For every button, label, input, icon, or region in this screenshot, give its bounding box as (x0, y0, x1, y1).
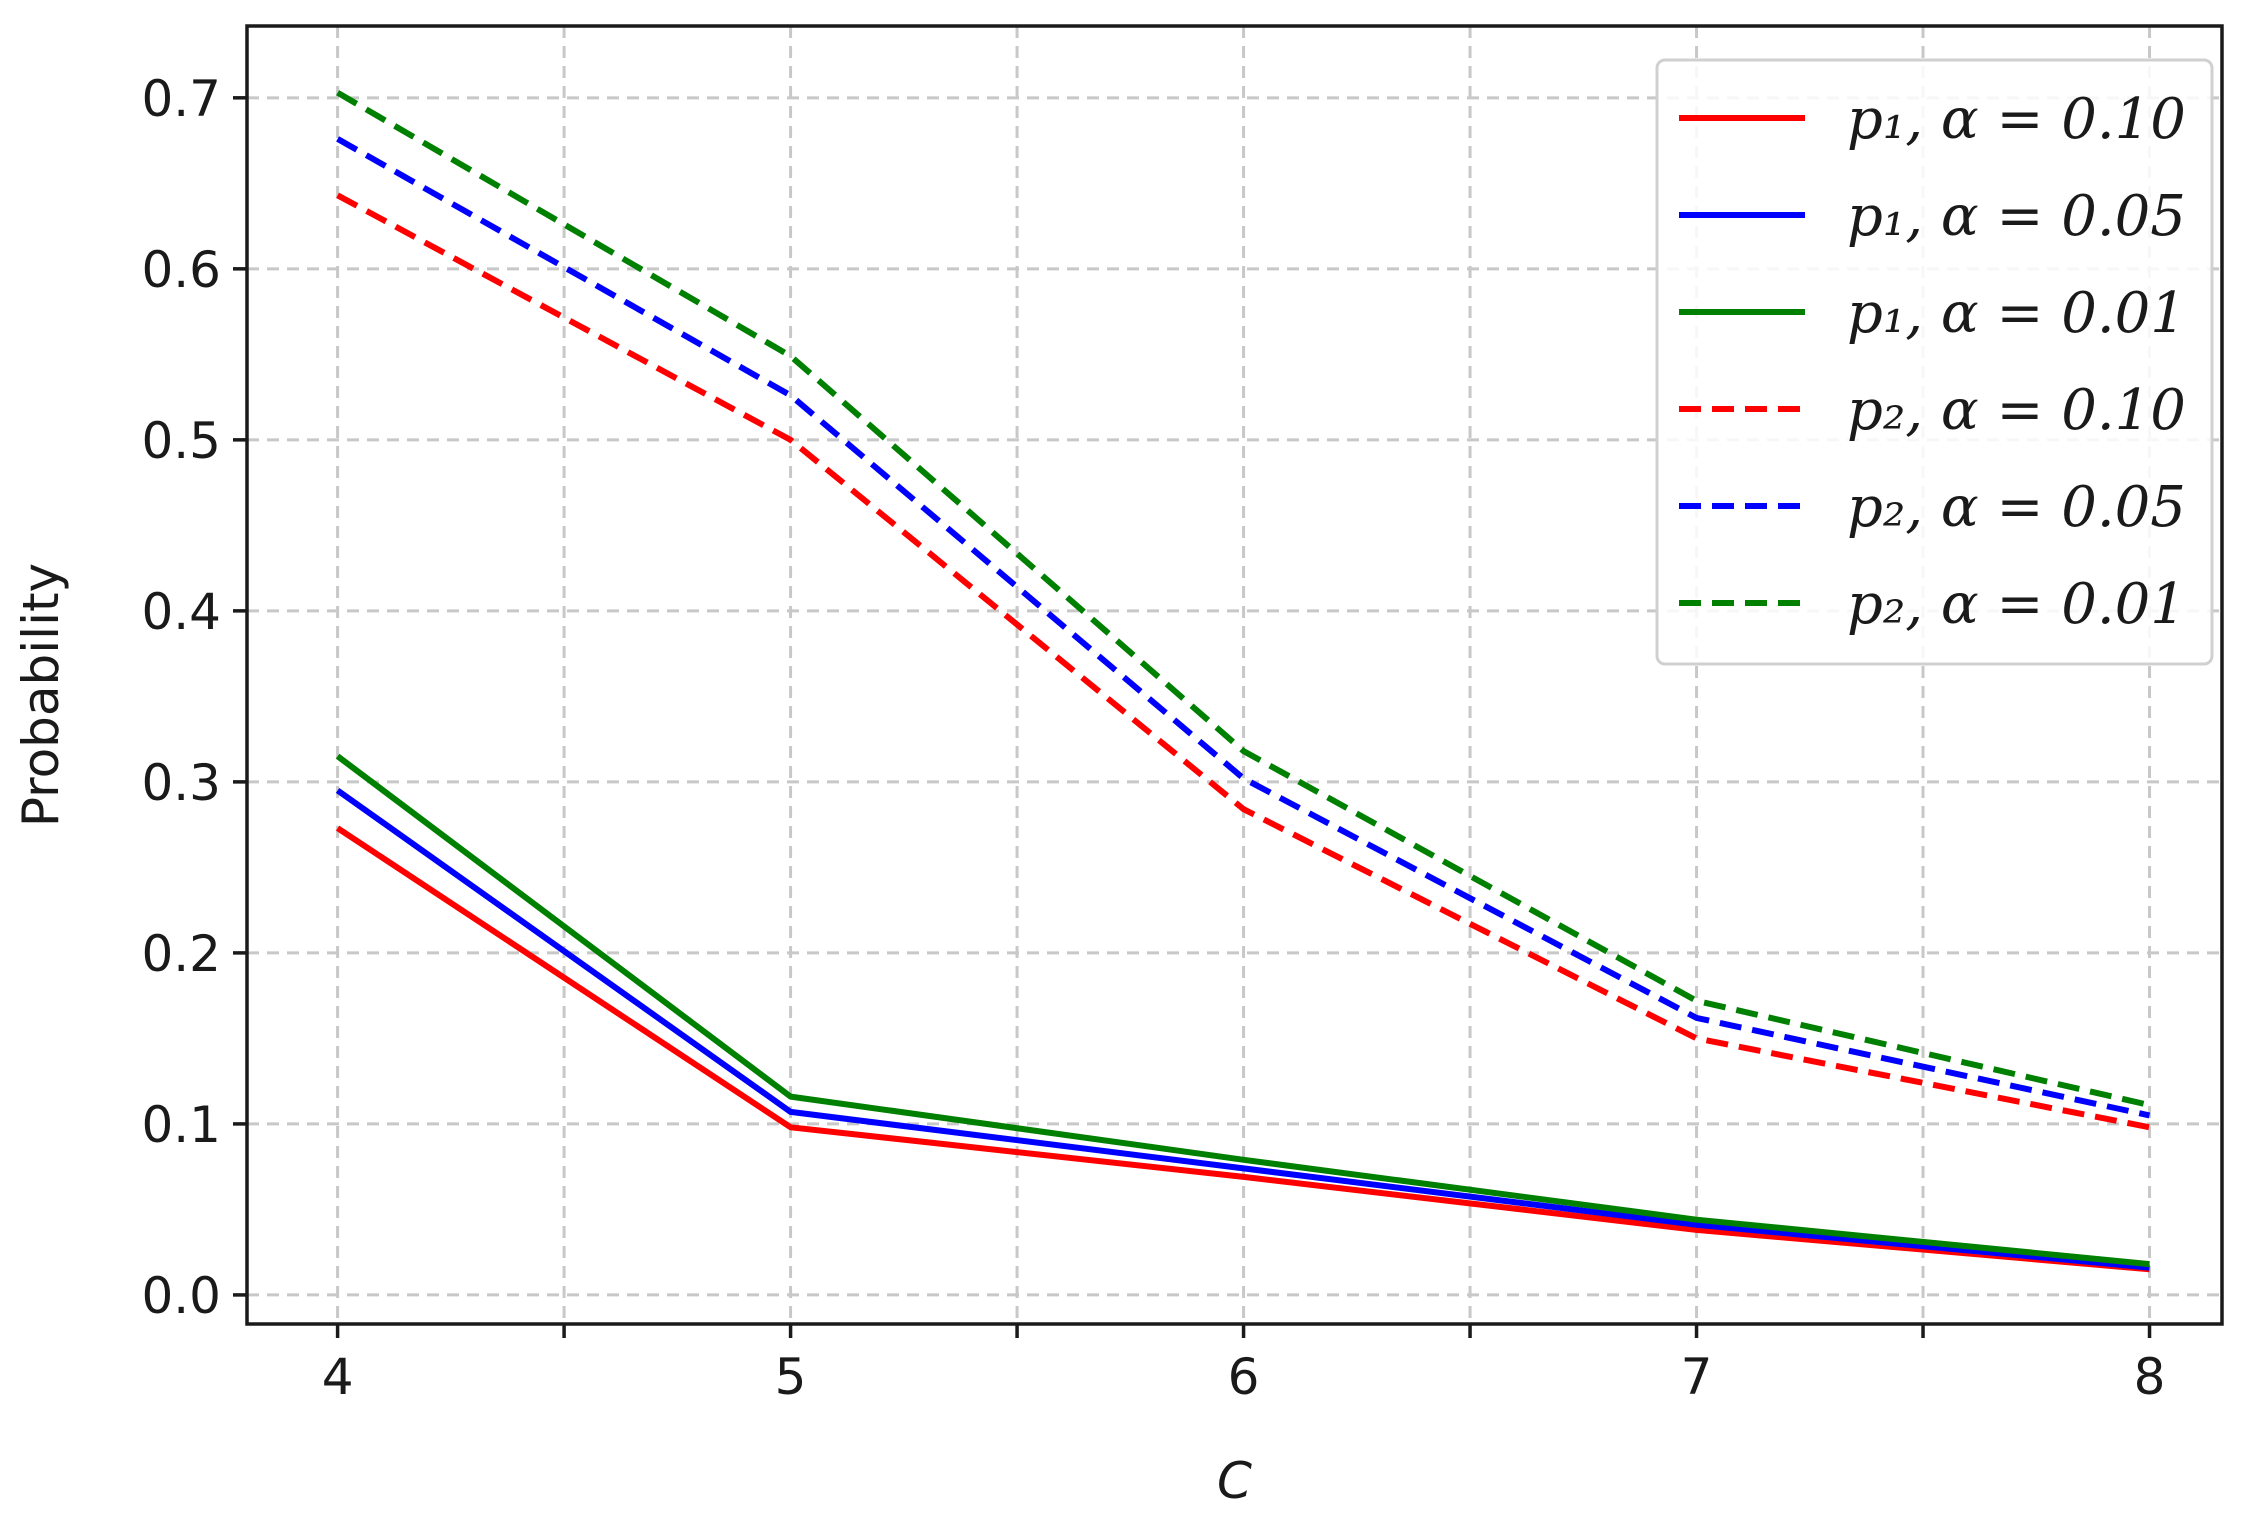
legend-box (1655, 58, 2214, 666)
axis-ticks: 4 5 6 7 8 0.0 0.1 0.2 0.3 0.4 0.5 0.6 0.7 (141, 70, 2165, 1406)
legend-label: p₁, α = 0.05 (1847, 184, 2186, 249)
y-tick-label: 0.5 (141, 412, 221, 470)
y-tick-label: 0.3 (141, 754, 221, 812)
legend: p₁, α = 0.10 p₁, α = 0.05 p₁, α = 0.01 p₂, … (1655, 58, 2214, 666)
legend-label: p₁, α = 0.10 (1847, 87, 2186, 152)
legend-label: p₂, α = 0.01 (1847, 572, 2186, 637)
series-line-5 (336, 136, 2151, 1119)
x-tick-label: 8 (2134, 1348, 2166, 1406)
y-tick-label: 0.2 (141, 925, 221, 983)
legend-label: p₂, α = 0.10 (1847, 378, 2186, 443)
y-tick-label: 0.0 (141, 1267, 221, 1325)
x-tick-label: 5 (775, 1348, 807, 1406)
series-line-6 (336, 90, 2151, 1109)
series-line-1 (335, 825, 2150, 1273)
legend-label: p₂, α = 0.05 (1847, 475, 2186, 540)
x-tick-label: 7 (1681, 1348, 1713, 1406)
y-tick-label: 0.6 (141, 241, 221, 299)
series-line-4 (336, 192, 2151, 1131)
y-tick-label: 0.4 (141, 583, 221, 641)
series-line-2 (335, 787, 2150, 1271)
series-lines (335, 90, 2151, 1273)
y-tick-label: 0.7 (141, 70, 221, 128)
y-axis-label: Probability (12, 563, 70, 827)
legend-label: p₁, α = 0.01 (1847, 281, 2186, 346)
plot-frame (245, 24, 2224, 1326)
x-tick-label: 6 (1228, 1348, 1260, 1406)
x-axis-label: C (1217, 1452, 1252, 1510)
y-tick-label: 0.1 (141, 1096, 221, 1154)
x-tick-label: 4 (322, 1348, 354, 1406)
series-line-3 (335, 753, 2150, 1268)
